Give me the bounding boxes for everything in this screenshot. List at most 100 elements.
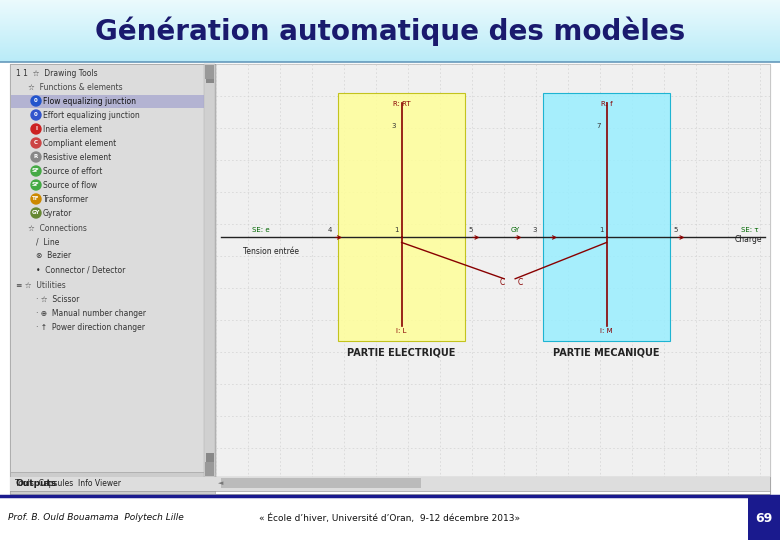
Bar <box>0 8 780 9</box>
Bar <box>0 9 780 10</box>
Bar <box>0 55 780 56</box>
Bar <box>0 34 780 35</box>
Text: SF: SF <box>32 168 40 173</box>
Bar <box>0 32 780 33</box>
Bar <box>206 453 214 471</box>
Circle shape <box>31 208 41 218</box>
Bar <box>0 51 780 52</box>
Bar <box>10 477 770 491</box>
Bar <box>0 40 780 41</box>
Bar <box>0 39 780 40</box>
Bar <box>205 64 215 472</box>
Bar <box>0 20 780 21</box>
Bar <box>0 27 780 28</box>
Text: PARTIE MECANIQUE: PARTIE MECANIQUE <box>553 348 660 357</box>
Text: ☆  Functions & elements: ☆ Functions & elements <box>28 83 122 91</box>
Text: Effort equalizing junction: Effort equalizing junction <box>43 111 140 119</box>
Bar <box>0 18 780 19</box>
Bar <box>0 37 780 38</box>
Bar <box>0 44 780 45</box>
Bar <box>0 7 780 8</box>
Text: SF: SF <box>32 183 40 187</box>
Text: 1: 1 <box>599 227 604 233</box>
Bar <box>0 30 780 31</box>
Text: I: I <box>35 126 37 132</box>
Text: Flow equalizing junction: Flow equalizing junction <box>43 97 136 105</box>
Text: Tools  Capsules  Info Viewer: Tools Capsules Info Viewer <box>15 478 121 488</box>
Circle shape <box>31 166 41 176</box>
Circle shape <box>31 152 41 162</box>
Bar <box>10 472 215 494</box>
Bar <box>0 17 780 18</box>
Text: 3: 3 <box>392 123 395 129</box>
Bar <box>10 477 770 494</box>
Text: •  Connector / Detector: • Connector / Detector <box>36 266 126 274</box>
Bar <box>216 64 770 477</box>
Bar <box>0 58 780 59</box>
Bar <box>0 43 780 44</box>
Text: Compliant element: Compliant element <box>43 138 116 147</box>
Text: PARTIE ELECTRIQUE: PARTIE ELECTRIQUE <box>347 348 456 357</box>
Text: 1: 1 <box>395 227 399 233</box>
Bar <box>0 38 780 39</box>
Text: Inertia element: Inertia element <box>43 125 102 133</box>
Bar <box>0 57 780 58</box>
Bar <box>0 10 780 11</box>
Text: Resistive element: Resistive element <box>43 152 112 161</box>
Bar <box>338 93 466 341</box>
Bar <box>0 59 780 60</box>
Bar <box>748 497 780 540</box>
Bar <box>0 22 780 23</box>
Bar <box>0 53 780 54</box>
Bar <box>0 47 780 48</box>
Bar <box>0 33 780 34</box>
Text: 0: 0 <box>34 112 38 118</box>
Text: GY: GY <box>32 211 41 215</box>
Text: Gyrator: Gyrator <box>43 208 73 218</box>
Circle shape <box>31 138 41 148</box>
Text: 1 1  ☆  Drawing Tools: 1 1 ☆ Drawing Tools <box>16 69 98 78</box>
Circle shape <box>31 194 41 204</box>
Bar <box>543 93 670 341</box>
Circle shape <box>31 96 41 106</box>
Bar <box>0 54 780 55</box>
Bar <box>0 0 780 1</box>
Text: TF: TF <box>32 197 40 201</box>
Bar <box>0 12 780 13</box>
Text: Outputs: Outputs <box>16 480 57 489</box>
Bar <box>0 6 780 7</box>
Text: R: f: R: f <box>601 101 612 107</box>
Circle shape <box>31 124 41 134</box>
Bar <box>0 496 780 540</box>
Bar <box>0 42 780 43</box>
Bar <box>0 16 780 17</box>
Bar <box>0 36 780 37</box>
Text: GY: GY <box>511 227 519 233</box>
Bar <box>11 95 204 108</box>
Bar <box>205 65 214 79</box>
Text: 4: 4 <box>328 227 332 233</box>
Text: · ⊕  Manual number changer: · ⊕ Manual number changer <box>36 308 146 318</box>
Text: Source of flow: Source of flow <box>43 180 98 190</box>
Text: SE: e: SE: e <box>251 227 269 233</box>
Bar <box>0 14 780 15</box>
Text: I: M: I: M <box>601 328 613 334</box>
Text: SE: τ: SE: τ <box>741 227 759 233</box>
Bar <box>0 26 780 27</box>
Text: 0: 0 <box>34 98 38 104</box>
Bar <box>0 61 780 62</box>
Text: 69: 69 <box>755 511 773 524</box>
Bar <box>10 64 205 472</box>
Bar <box>0 4 780 5</box>
Text: 7: 7 <box>597 123 601 129</box>
Text: Charge: Charge <box>735 235 762 244</box>
Text: · ↑  Power direction changer: · ↑ Power direction changer <box>36 322 145 332</box>
Bar <box>0 28 780 29</box>
Bar <box>0 21 780 22</box>
Text: Génération automatique des modèles: Génération automatique des modèles <box>95 16 685 46</box>
Bar <box>0 19 780 20</box>
Bar <box>216 477 770 489</box>
Bar <box>0 23 780 24</box>
Bar <box>0 46 780 47</box>
Text: ≡ ☆  Utilities: ≡ ☆ Utilities <box>16 280 66 289</box>
